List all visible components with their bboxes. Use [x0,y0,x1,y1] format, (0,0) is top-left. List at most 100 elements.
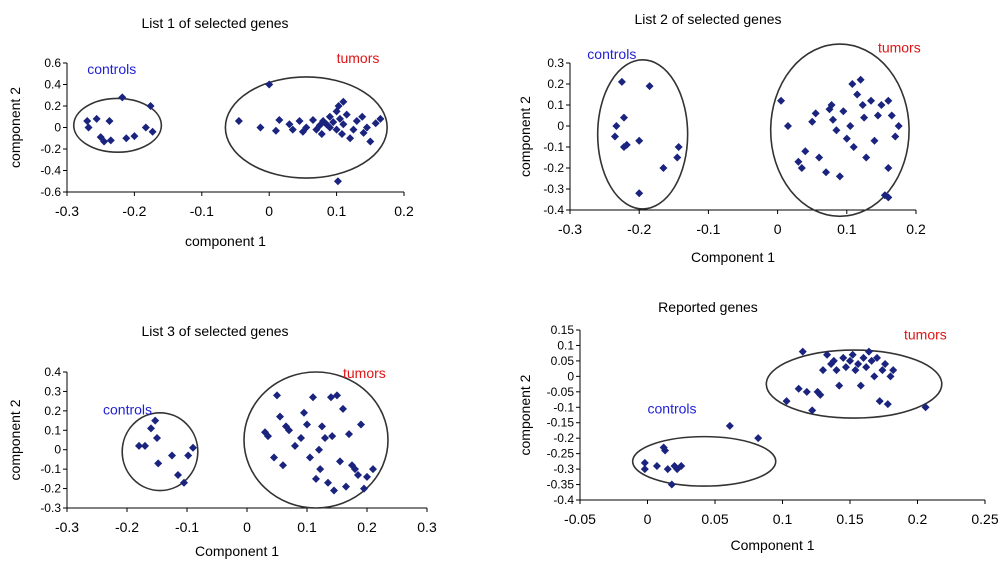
data-point-diamond [801,147,810,156]
y-tick-label: 0.1 [557,338,574,352]
data-point-diamond [652,462,661,470]
data-point-diamond [811,109,820,118]
data-point-diamond [135,441,143,450]
data-point-diamond [848,350,857,359]
data-point-diamond [635,189,644,198]
data-point-diamond [645,82,654,91]
data-point-diamond [822,168,831,177]
tumors-label: tumors [878,40,921,56]
data-point-diamond [862,153,871,162]
data-point-diamond [303,420,311,429]
data-point-diamond [808,406,817,415]
y-tick-label: -0.1 [543,140,564,154]
y-tick-label: -0.25 [547,447,575,461]
data-point-diamond [369,465,377,474]
data-point-diamond [640,465,649,474]
data-point-diamond [798,347,807,356]
y-tick-label: 0.1 [547,98,564,112]
data-point-diamond [234,117,243,126]
data-point-diamond [842,134,851,143]
data-point-diamond [828,115,837,124]
y-tick-label: -0.3 [543,182,564,196]
x-tick-label: 0.1 [837,221,857,237]
data-point-diamond [327,393,335,402]
y-tick-label: 0 [54,121,61,135]
y-tick-label: 0.3 [547,56,564,70]
x-tick-label: 0.25 [971,511,998,527]
data-point-diamond [363,472,371,481]
tumors-label: tumors [904,326,947,342]
data-point-diamond [873,111,882,120]
data-point-diamond [371,119,380,128]
data-point-diamond [870,372,879,381]
x-tick-label: -0.3 [55,203,79,219]
data-point-diamond [329,118,338,127]
x-tick-label: 0.05 [701,511,728,527]
y-tick-label: 0.4 [44,365,61,379]
data-point-diamond [359,128,368,137]
y-tick-label: -0.4 [553,493,574,507]
data-point-diamond [141,123,150,132]
data-point-diamond [856,75,865,84]
tumors-cluster-ellipse [224,76,388,179]
data-point-diamond [887,111,896,120]
tumors-label: tumors [337,50,380,66]
chart-panel-1: List 1 of selected genes 0.6 0.4 0.2 0 -0.2 -0… [7,15,414,249]
data-point-diamond [860,113,869,122]
data-point-diamond [819,366,827,375]
data-point-diamond [346,134,355,143]
data-point-diamond [725,421,734,430]
data-point-diamond [279,461,287,470]
tumors-label: tumors [343,365,386,381]
data-point-diamond [147,424,155,433]
data-point-diamond [794,157,803,166]
y-tick-label: -0.05 [547,385,575,399]
controls-label: controls [103,402,152,418]
y-tick-label: -0.1 [553,400,574,414]
data-point-diamond [827,101,836,109]
data-point-diamond [823,350,832,359]
chart-title: List 3 of selected genes [141,323,288,339]
data-point-diamond [777,96,786,105]
data-point-diamond [622,140,631,149]
data-point-diamond [884,96,893,105]
chart-title: List 2 of selected genes [634,11,781,27]
data-point-diamond [612,122,621,130]
y-tick-label: 0.6 [44,56,61,70]
data-point-diamond [349,125,358,134]
x-tick-label: 0 [644,511,652,527]
data-point-diamond [802,387,811,396]
y-axis-label: component 2 [517,96,533,177]
data-point-diamond [151,416,160,425]
data-point-diamond [106,136,115,145]
x-axis-label: component 1 [185,233,266,249]
data-point-diamond [302,123,311,132]
data-point-diamond [318,422,326,431]
data-point-diamond [122,134,131,143]
data-point-diamond [189,443,197,452]
y-axis-label: component 2 [517,374,533,455]
data-point-diamond [332,125,341,134]
data-point-diamond [921,403,930,412]
data-point-diamond [275,115,284,124]
data-point-diamond [336,457,344,466]
data-point-diamond [808,117,817,126]
data-point-diamond [640,458,649,467]
y-tick-label: -0.1 [40,462,61,476]
x-tick-label: 0.2 [908,511,928,527]
data-point-diamond [92,114,101,123]
x-tick-label: -0.2 [627,221,651,237]
data-point-diamond [851,366,860,375]
data-point-diamond [184,451,193,460]
data-point-diamond [270,453,278,462]
y-tick-label: 0 [557,119,564,133]
data-point-diamond [339,404,347,413]
x-axis-label: Component 1 [195,543,279,559]
data-point-diamond [288,125,297,134]
x-tick-label: 0.15 [836,511,863,527]
data-point-diamond [154,459,163,468]
x-tick-label: -0.2 [115,519,139,535]
data-point-diamond [849,143,858,151]
y-tick-label: -0.35 [547,478,575,492]
